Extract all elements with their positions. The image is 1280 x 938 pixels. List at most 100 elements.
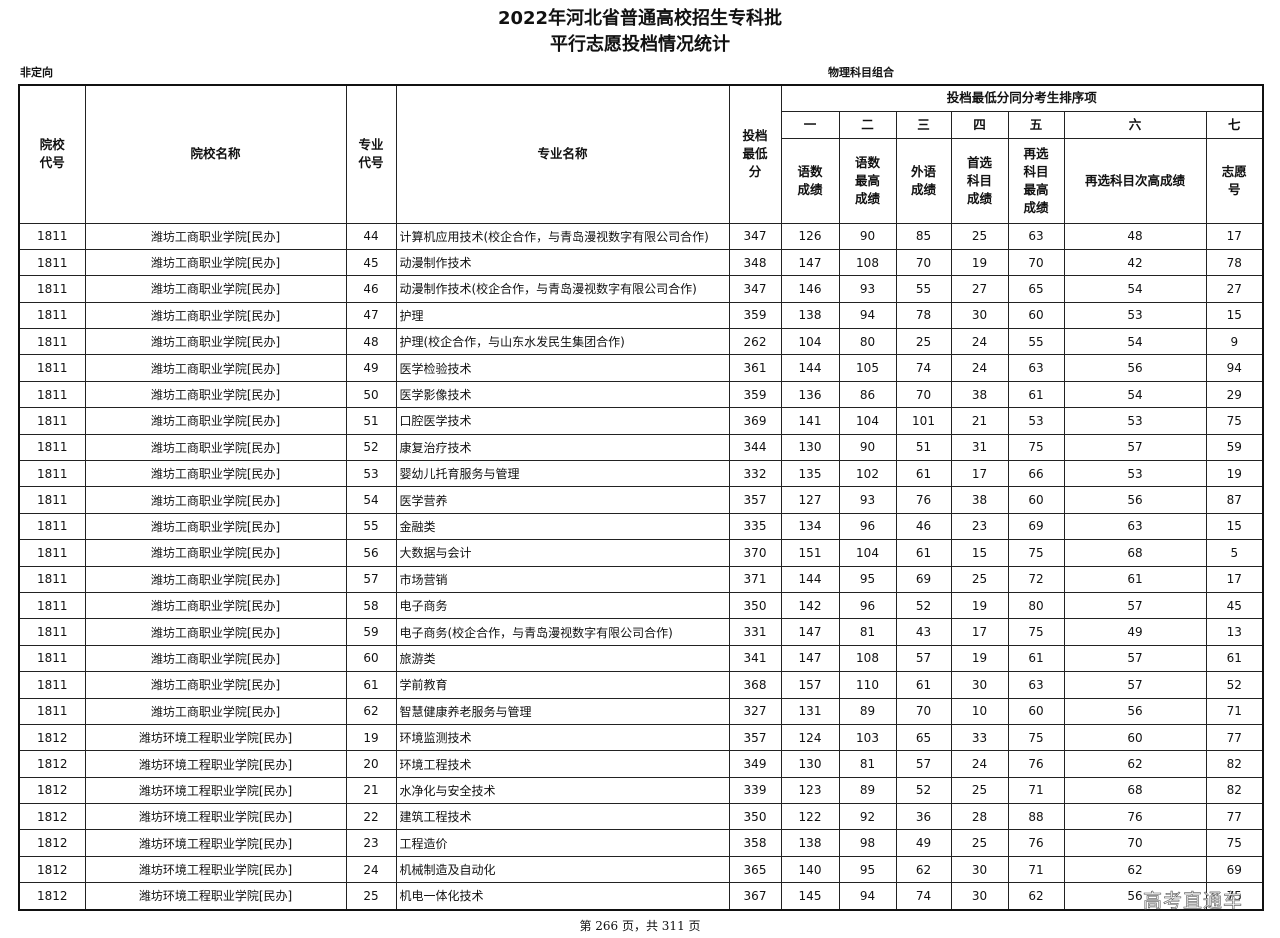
cell: 138 <box>780 301 840 330</box>
cell: 62 <box>1007 882 1065 911</box>
cell: 54 <box>1063 380 1207 409</box>
cell: 140 <box>780 855 840 884</box>
cell: 19 <box>950 248 1009 277</box>
cell: 21 <box>345 776 397 805</box>
cell: 60 <box>1063 723 1207 752</box>
cell: 130 <box>780 750 840 778</box>
title: 2022年河北省普通高校招生专科批 <box>497 8 783 29</box>
cell: 138 <box>780 829 840 857</box>
cell: 38 <box>950 380 1009 409</box>
cell: 151 <box>780 539 840 567</box>
cell: 122 <box>780 803 840 831</box>
cell: 102 <box>838 460 897 488</box>
cell: 51 <box>895 433 952 462</box>
order-number: 一 <box>780 110 840 139</box>
cell: 90 <box>838 222 897 250</box>
cell: 42 <box>1063 248 1207 277</box>
cell: 1812 <box>18 750 86 778</box>
cell: 25 <box>950 565 1009 593</box>
cell: 81 <box>838 618 897 646</box>
cell: 46 <box>895 512 952 541</box>
cell: 17 <box>950 460 1009 488</box>
cell: 58 <box>345 591 397 620</box>
cell: 潍坊工商职业学院[民办] <box>84 591 347 620</box>
cell: 康复治疗技术 <box>395 433 730 462</box>
cell: 婴幼儿托育服务与管理 <box>395 460 730 488</box>
subtitle: 平行志愿投档情况统计 <box>550 34 730 55</box>
cell: 108 <box>838 248 897 277</box>
header-text: 专业代号 <box>358 137 384 171</box>
cell: 332 <box>728 460 782 488</box>
column-header: 专业名称 <box>395 84 730 224</box>
cell: 147 <box>780 618 840 646</box>
cell: 1811 <box>18 671 86 699</box>
page-footer: 第 266 页，共 311 页 <box>579 919 701 933</box>
cell: 370 <box>728 539 782 567</box>
cell: 大数据与会计 <box>395 539 730 567</box>
cell: 68 <box>1063 776 1207 805</box>
cell: 潍坊环境工程职业学院[民办] <box>84 803 347 831</box>
cell: 357 <box>728 486 782 514</box>
cell: 104 <box>780 328 840 356</box>
sort-column-header: 志愿号 <box>1205 137 1264 224</box>
data-row: 1811 潍坊工商职业学院[民办] 54 医学营养 357 127 93 76 38 60 56 87 <box>18 486 1264 514</box>
cell: 76 <box>1063 803 1207 831</box>
cell: 61 <box>1007 644 1065 673</box>
cell: 1812 <box>18 855 86 884</box>
data-row: 1812 潍坊环境工程职业学院[民办] 25 机电一体化技术 367 145 94 74 30 6… <box>18 882 1264 911</box>
cell: 349 <box>728 750 782 778</box>
column-header: 院校名称 <box>84 84 347 224</box>
cell: 47 <box>345 301 397 330</box>
cell: 30 <box>950 882 1009 911</box>
cell: 25 <box>950 829 1009 857</box>
cell: 潍坊环境工程职业学院[民办] <box>84 882 347 911</box>
cell: 101 <box>895 407 952 435</box>
cell: 70 <box>895 697 952 725</box>
header-text: 语数最高成绩 <box>854 154 880 206</box>
cell: 15 <box>1205 301 1264 330</box>
cell: 24 <box>950 750 1009 778</box>
cell: 1811 <box>18 407 86 435</box>
data-row: 1812 潍坊环境工程职业学院[民办] 19 环境监测技术 357 124 103 65 33 7… <box>18 723 1264 752</box>
cell: 17 <box>1205 222 1264 250</box>
data-row: 1811 潍坊工商职业学院[民办] 57 市场营销 371 144 95 69 25 72 61 17 <box>18 565 1264 593</box>
cell: 55 <box>345 512 397 541</box>
cell: 108 <box>838 644 897 673</box>
cell: 93 <box>838 486 897 514</box>
cell: 262 <box>728 328 782 356</box>
cell: 29 <box>1205 380 1264 409</box>
cell: 61 <box>1205 644 1264 673</box>
cell: 动漫制作技术(校企合作，与青岛漫视数字有限公司合作) <box>395 275 730 303</box>
cell: 75 <box>1007 618 1065 646</box>
cell: 17 <box>1205 565 1264 593</box>
cell: 52 <box>1205 671 1264 699</box>
cell: 89 <box>838 697 897 725</box>
cell: 94 <box>838 301 897 330</box>
cell: 136 <box>780 380 840 409</box>
cell: 1812 <box>18 829 86 857</box>
header-row: 一二三四五六七 <box>19 110 1264 139</box>
sort-column-header: 外语成绩 <box>895 137 952 224</box>
cell: 1811 <box>18 433 86 462</box>
data-row: 1811 潍坊工商职业学院[民办] 53 婴幼儿托育服务与管理 332 135 102 61 1… <box>18 460 1264 488</box>
header-text: 语数成绩 <box>797 163 823 197</box>
cell: 1811 <box>18 460 86 488</box>
header-row: 语数成绩 语数最高成绩 外语成绩 首选科目成绩 再选科目最高成绩 再选科目次高成绩 志愿号 <box>19 137 1264 224</box>
cell: 45 <box>1205 591 1264 620</box>
sort-column-header: 语数最高成绩 <box>838 137 897 224</box>
cell: 1811 <box>18 618 86 646</box>
sort-column-header: 首选科目成绩 <box>950 137 1009 224</box>
cell: 70 <box>1007 248 1065 277</box>
data-row: 1811 潍坊工商职业学院[民办] 51 口腔医学技术 369 141 104 101 21 53… <box>18 407 1264 435</box>
cell: 机电一体化技术 <box>395 882 730 911</box>
subject-group: 物理科目组合 <box>828 66 894 79</box>
cell: 66 <box>1007 460 1065 488</box>
cell: 潍坊环境工程职业学院[民办] <box>84 776 347 805</box>
cell: 医学影像技术 <box>395 380 730 409</box>
cell: 344 <box>728 433 782 462</box>
cell: 1811 <box>18 539 86 567</box>
cell: 潍坊工商职业学院[民办] <box>84 618 347 646</box>
cell: 69 <box>1205 855 1264 884</box>
cell: 63 <box>1007 671 1065 699</box>
